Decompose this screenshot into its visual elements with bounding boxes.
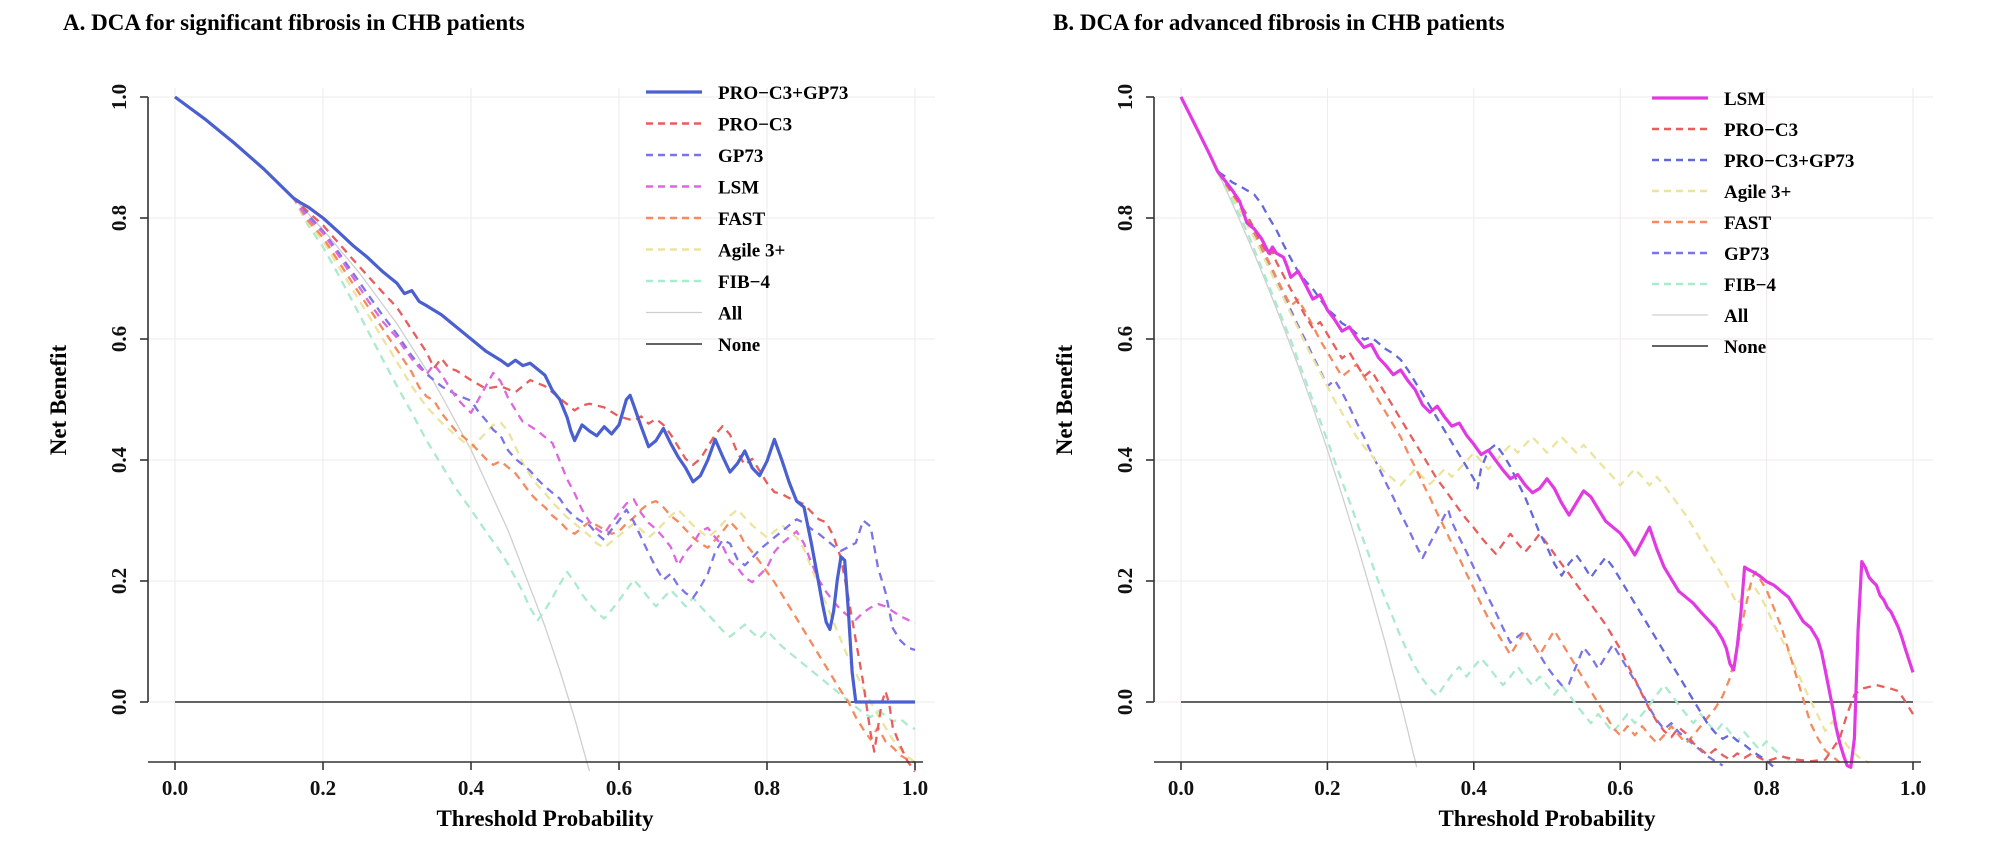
curve-all-panel-a (174, 96, 591, 772)
legend-label-fast: FAST (1724, 213, 1771, 234)
legend-item-all: All (1652, 306, 1748, 327)
legend-item-agile-3: Agile 3+ (1652, 182, 1791, 203)
curve-fib-4-panel-a (174, 96, 916, 731)
y-tick-label: 0.6 (107, 326, 131, 352)
panel-b-y-axis-title: Net Benefit (1052, 344, 1077, 455)
legend-item-fib-4: FIB−4 (646, 272, 770, 293)
x-tick-label: 0.0 (1168, 776, 1194, 800)
y-tick-label: 0.6 (1113, 326, 1137, 352)
x-tick-label: 0.6 (606, 776, 632, 800)
legend-label-agile-3: Agile 3+ (1724, 182, 1791, 203)
curve-lsm-panel-b (1179, 96, 1915, 769)
curve-gp73-panel-a (174, 96, 916, 652)
y-tick-label: 0.8 (107, 205, 131, 231)
panel-b-legend: LSM PRO−C3 PRO−C3+GP73 Agile 3+ FAST GP73 FIB−… (1652, 89, 1854, 358)
legend-item-fast: FAST (646, 209, 765, 230)
curve-pro-c3-panel-a (174, 96, 916, 772)
panel-b-curves (1179, 96, 1915, 769)
x-tick-label: 0.2 (310, 776, 336, 800)
legend-label-pro-c3: PRO−C3 (1724, 120, 1798, 141)
legend-label-fib-4: FIB−4 (718, 272, 770, 293)
y-tick-label: 1.0 (107, 84, 131, 110)
legend-label-gp73: GP73 (718, 146, 763, 167)
x-tick-label: 0.8 (1753, 776, 1779, 800)
panel-b: B. DCA for advanced fibrosis in CHB pati… (1052, 10, 1933, 831)
panel-a-axes: 0.0 0.2 0.4 0.6 0.8 1.0 0.0 0.2 0.4 0.6 0.8 1.0 (107, 84, 928, 800)
y-tick-label: 1.0 (1113, 84, 1137, 110)
legend-item-pro-c3: PRO−C3 (1652, 120, 1798, 141)
y-tick-label: 0.8 (1113, 205, 1137, 231)
curve-agile-3-panel-a (174, 96, 916, 764)
y-tick-label: 0.4 (1113, 446, 1137, 473)
x-tick-label: 1.0 (1900, 776, 1926, 800)
legend-label-fib-4: FIB−4 (1724, 275, 1776, 296)
panel-a-grid (148, 88, 935, 762)
curve-fast-panel-a (174, 96, 916, 764)
panel-b-x-axis-title: Threshold Probability (1438, 806, 1656, 831)
y-tick-label: 0.0 (107, 689, 131, 715)
legend-item-fast: FAST (1652, 213, 1771, 234)
legend-label-pro-c3: PRO−C3 (718, 115, 792, 136)
curve-gp73-panel-b (1179, 96, 1724, 767)
legend-label-fast: FAST (718, 209, 765, 230)
legend-label-all: All (1724, 306, 1748, 327)
x-tick-label: 0.8 (754, 776, 780, 800)
panel-a-y-axis-title: Net Benefit (46, 344, 71, 455)
legend-item-pro-c3-gp73: PRO−C3+GP73 (646, 83, 848, 104)
legend-item-pro-c3: PRO−C3 (646, 115, 792, 136)
legend-label-pro-c3-gp73: PRO−C3+GP73 (1724, 151, 1854, 172)
curve-pro-c3-gp73-panel-a (174, 95, 915, 704)
x-tick-label: 0.2 (1314, 776, 1340, 800)
panel-a: A. DCA for significant fibrosis in CHB p… (46, 10, 935, 831)
curve-all-panel-b (1180, 96, 1418, 768)
x-tick-label: 0.4 (458, 776, 485, 800)
panel-a-title: A. DCA for significant fibrosis in CHB p… (63, 10, 525, 35)
y-tick-label: 0.4 (107, 446, 131, 473)
legend-label-agile-3: Agile 3+ (718, 241, 785, 262)
y-tick-label: 0.0 (1113, 689, 1137, 715)
y-tick-label: 0.2 (107, 568, 131, 594)
legend-item-lsm: LSM (1652, 89, 1765, 110)
legend-label-none: None (1724, 337, 1766, 358)
panel-a-x-axis-title: Threshold Probability (436, 806, 654, 831)
curve-agile-3-panel-b (1179, 96, 1870, 764)
y-tick-label: 0.2 (1113, 568, 1137, 594)
curve-lsm-panel-a (174, 96, 916, 625)
curve-fib-4-panel-b (1179, 96, 1797, 764)
x-tick-label: 1.0 (902, 776, 928, 800)
x-tick-label: 0.0 (162, 776, 188, 800)
legend-label-pro-c3-gp73: PRO−C3+GP73 (718, 83, 848, 104)
legend-label-lsm: LSM (718, 178, 759, 199)
legend-item-fib-4: FIB−4 (1652, 275, 1776, 296)
legend-label-lsm: LSM (1724, 89, 1765, 110)
panel-b-grid (1154, 88, 1933, 762)
legend-item-agile-3: Agile 3+ (646, 241, 785, 262)
legend-item-none: None (646, 335, 760, 356)
legend-item-pro-c3-gp73: PRO−C3+GP73 (1652, 151, 1854, 172)
x-tick-label: 0.6 (1607, 776, 1633, 800)
legend-item-gp73: GP73 (1652, 244, 1769, 265)
legend-item-none: None (1652, 337, 1766, 358)
curve-pro-c3-panel-b (1179, 96, 1914, 763)
legend-item-all: All (646, 304, 742, 325)
legend-label-all: All (718, 304, 742, 325)
legend-label-gp73: GP73 (1724, 244, 1769, 265)
x-tick-label: 0.4 (1461, 776, 1488, 800)
legend-label-none: None (718, 335, 760, 356)
panel-b-title: B. DCA for advanced fibrosis in CHB pati… (1053, 10, 1505, 35)
legend-item-gp73: GP73 (646, 146, 763, 167)
panel-a-legend: PRO−C3+GP73 PRO−C3 GP73 LSM FAST Agile 3+ FIB−… (646, 83, 848, 356)
legend-item-lsm: LSM (646, 178, 759, 199)
curve-pro-c3-gp73-panel-b (1179, 96, 1775, 769)
panel-b-axes: 0.0 0.2 0.4 0.6 0.8 1.0 0.0 0.2 0.4 0.6 0.8 1.0 (1113, 84, 1926, 800)
panel-a-curves (174, 95, 916, 772)
